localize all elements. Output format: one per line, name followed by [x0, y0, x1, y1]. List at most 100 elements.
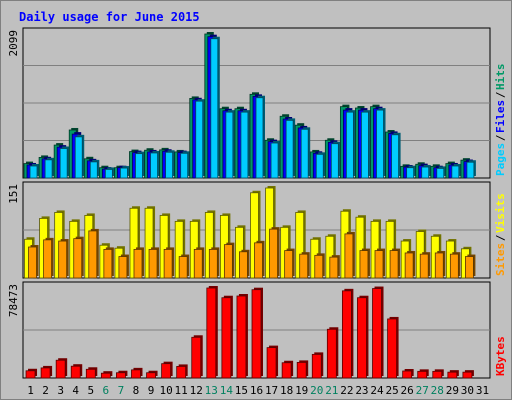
- bar-pages-day-23: [361, 111, 369, 179]
- bar-pages-day-24: [376, 109, 384, 179]
- x-tick-label-day-7: 7: [118, 384, 125, 397]
- x-tick-label-day-23: 23: [355, 384, 368, 397]
- x-tick-label-day-30: 30: [461, 384, 474, 397]
- bar-pages-day-14: [225, 111, 234, 179]
- bar-sites-day-11: [178, 256, 188, 279]
- bar-kbytes-day-23: [357, 297, 367, 379]
- bar-sites-day-9: [148, 248, 158, 279]
- x-tick-label-day-26: 26: [401, 384, 414, 397]
- bar-pages-day-4: [74, 136, 83, 179]
- x-tick-label-day-8: 8: [133, 384, 140, 397]
- bar-sites-day-21: [329, 256, 339, 279]
- bar-sites-day-20: [314, 254, 324, 279]
- bar-kbytes-day-18: [281, 362, 292, 379]
- x-tick-label-day-3: 3: [57, 384, 64, 397]
- bar-sites-day-13: [208, 248, 218, 279]
- bar-kbytes-day-14: [221, 297, 232, 379]
- bar-kbytes-day-6: [100, 372, 111, 379]
- bar-kbytes-day-20: [311, 353, 322, 379]
- bar-sites-day-29: [449, 253, 459, 279]
- bar-sites-day-8: [133, 248, 143, 279]
- bar-kbytes-day-13: [206, 287, 217, 379]
- bar-pages-day-28: [436, 167, 445, 179]
- bar-kbytes-day-17: [266, 347, 277, 379]
- bar-sites-day-12: [193, 248, 203, 279]
- bar-pages-day-20: [315, 153, 324, 179]
- bar-sites-day-4: [73, 238, 83, 279]
- x-tick-label-day-5: 5: [87, 384, 94, 397]
- bar-kbytes-day-12: [191, 336, 202, 379]
- bar-pages-day-26: [406, 167, 415, 179]
- bar-sites-day-16: [254, 242, 263, 279]
- x-tick-label-day-18: 18: [280, 384, 293, 397]
- bar-kbytes-day-5: [85, 368, 96, 379]
- bar-sites-day-26: [404, 252, 414, 279]
- x-tick-label-day-12: 12: [190, 384, 203, 397]
- bar-pages-day-25: [391, 134, 399, 179]
- bar-pages-day-11: [180, 152, 189, 179]
- bar-pages-day-9: [150, 152, 158, 179]
- bar-sites-day-1: [28, 246, 37, 279]
- bar-sites-day-22: [344, 233, 354, 279]
- bar-sites-day-14: [223, 244, 233, 279]
- bar-sites-day-25: [389, 250, 399, 279]
- bar-pages-day-13: [210, 38, 219, 179]
- x-tick-label-day-16: 16: [250, 384, 263, 397]
- bar-kbytes-day-30: [462, 371, 473, 379]
- y-max-label-hits: 2099: [7, 30, 20, 57]
- bar-sites-day-18: [284, 250, 294, 279]
- x-tick-label-day-19: 19: [295, 384, 308, 397]
- legend-hits: Hits: [494, 64, 507, 91]
- bar-pages-day-2: [44, 159, 53, 179]
- x-tick-label-day-2: 2: [42, 384, 49, 397]
- x-tick-label-day-4: 4: [72, 384, 79, 397]
- bar-sites-day-24: [374, 250, 384, 279]
- bar-pages-day-3: [59, 148, 68, 179]
- x-tick-label-day-6: 6: [103, 384, 110, 397]
- x-tick-label-day-14: 14: [220, 384, 234, 397]
- x-tick-label-day-9: 9: [148, 384, 155, 397]
- x-tick-label-day-11: 11: [175, 384, 188, 397]
- bar-kbytes-day-28: [432, 370, 443, 379]
- x-tick-label-day-1: 1: [27, 384, 34, 397]
- bar-pages-day-15: [240, 111, 249, 179]
- bar-kbytes-day-27: [417, 370, 428, 379]
- x-tick-label-day-21: 21: [325, 384, 338, 397]
- bar-pages-day-18: [285, 119, 294, 179]
- bar-pages-day-5: [89, 161, 98, 179]
- bar-kbytes-day-4: [70, 365, 81, 379]
- bar-kbytes-day-29: [447, 371, 458, 379]
- bar-pages-day-1: [29, 165, 38, 179]
- legend-separator: /: [494, 134, 507, 141]
- legend-files: Files: [494, 100, 507, 133]
- bar-sites-day-7: [118, 256, 128, 279]
- bar-sites-day-6: [103, 248, 113, 279]
- x-tick-label-day-31: 31: [476, 384, 489, 397]
- x-tick-label-day-10: 10: [159, 384, 172, 397]
- bar-kbytes-day-26: [402, 370, 413, 379]
- bar-sites-day-10: [163, 248, 173, 279]
- bar-kbytes-day-8: [131, 369, 141, 379]
- bar-kbytes-day-1: [25, 370, 36, 379]
- x-tick-label-day-22: 22: [340, 384, 353, 397]
- x-tick-label-day-29: 29: [446, 384, 459, 397]
- bar-sites-day-2: [43, 239, 52, 279]
- chart-title: Daily usage for June 2015: [19, 10, 200, 24]
- bar-sites-day-15: [239, 251, 248, 279]
- x-tick-label-day-27: 27: [416, 384, 429, 397]
- bar-sites-day-30: [465, 256, 474, 279]
- legend-sites: Sites: [494, 243, 507, 276]
- bar-kbytes-day-10: [161, 363, 172, 379]
- legend-separator: /: [494, 91, 507, 98]
- bar-sites-day-23: [359, 250, 369, 279]
- bar-pages-day-16: [255, 97, 264, 179]
- bar-pages-day-7: [120, 167, 128, 179]
- x-tick-label-day-28: 28: [431, 384, 444, 397]
- bar-sites-day-5: [88, 230, 98, 279]
- bar-pages-day-21: [330, 143, 339, 179]
- bar-kbytes-day-19: [296, 362, 307, 379]
- bar-pages-day-8: [135, 153, 143, 179]
- bar-sites-day-3: [58, 240, 68, 279]
- bar-pages-day-29: [451, 165, 460, 179]
